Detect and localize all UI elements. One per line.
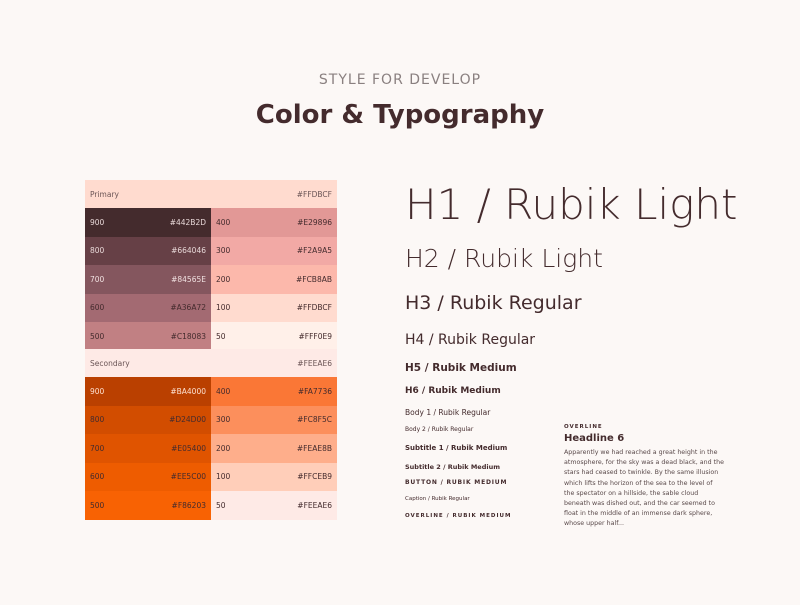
h1-sample: H1 / Rubik Light — [405, 180, 738, 229]
swatch-hex: #E29896 — [297, 217, 332, 227]
swatch-shade: 100 — [216, 472, 231, 482]
swatch-shade: 100 — [216, 303, 231, 313]
color-swatch: 300 #FC8F5C — [211, 405, 337, 434]
body2-sample: Body 2 / Rubik Regular — [405, 426, 474, 433]
swatch-row: 800 #664046 300 #F2A9A5 — [85, 236, 337, 265]
swatch-hex: #C18083 — [170, 331, 206, 341]
swatch-row: 600 #EE5C00 100 #FFCEB9 — [85, 462, 337, 491]
palette-secondary: Secondary #FEEAE6 900 #BA4000 400 #FA7736 800 #… — [85, 349, 337, 520]
body1-sample: Body 1 / Rubik Regular — [405, 408, 491, 417]
swatch-row: 900 #442B2D 400 #E29896 — [85, 208, 337, 237]
swatch-shade: 200 — [216, 274, 231, 284]
swatch-hex: #F2A9A5 — [296, 246, 332, 256]
swatch-hex: #84565E — [171, 274, 206, 284]
swatch-row: 500 #C18083 50 #FFF0E9 — [85, 322, 337, 351]
swatch-hex: #A36A72 — [170, 303, 206, 313]
h2-sample: H2 / Rubik Light — [405, 244, 603, 273]
swatch-row: 500 #F86203 50 #FEEAE6 — [85, 491, 337, 520]
palette-header: Primary #FFDBCF — [85, 180, 337, 208]
swatch-shade: 800 — [90, 246, 105, 256]
page-title: Color & Typography — [255, 100, 545, 130]
color-swatch: 400 #E29896 — [211, 208, 337, 237]
color-swatch: 200 #FCB8AB — [211, 265, 337, 294]
swatch-row: 900 #BA4000 400 #FA7736 — [85, 377, 337, 406]
swatch-shade: 300 — [216, 415, 231, 425]
page-subtitle: STYLE FOR DEVELOP — [318, 72, 482, 88]
swatch-shade: 900 — [90, 217, 105, 227]
caption-sample: Caption / Rubik Regular — [405, 496, 470, 502]
swatch-hex: #EE5C00 — [170, 472, 206, 482]
color-swatch: 600 #A36A72 — [85, 293, 211, 322]
swatch-shade: 400 — [216, 217, 231, 227]
swatch-hex: #FFCEB9 — [297, 472, 332, 482]
color-swatch: 50 #FEEAE6 — [211, 491, 337, 520]
swatch-shade: 900 — [90, 386, 105, 396]
sample-body: Apparently we had reached a great height… — [564, 449, 724, 528]
swatch-shade: 50 — [216, 331, 226, 341]
swatch-hex: #FC8F5C — [297, 415, 332, 425]
sample-headline: Headline 6 — [564, 433, 625, 444]
swatch-shade: 400 — [216, 386, 231, 396]
swatch-shade: 300 — [216, 246, 231, 256]
color-swatch: 700 #84565E — [85, 265, 211, 294]
swatch-hex: #FCB8AB — [295, 274, 332, 284]
color-swatch: 100 #FFCEB9 — [211, 462, 337, 491]
h6-sample: H6 / Rubik Medium — [405, 386, 501, 396]
color-swatch: 400 #FA7736 — [211, 377, 337, 406]
palette-name: Secondary — [90, 358, 130, 368]
swatch-row: 800 #D24D00 300 #FC8F5C — [85, 405, 337, 434]
sample-overline: OVERLINE — [564, 424, 603, 430]
color-swatch: 500 #F86203 — [85, 491, 211, 520]
palette-hex: #FEEAE6 — [297, 358, 332, 368]
swatch-shade: 50 — [216, 500, 226, 510]
button-sample: BUTTON / RUBIK MEDIUM — [405, 479, 508, 486]
color-swatch: 100 #FFDBCF — [211, 293, 337, 322]
color-swatch: 600 #EE5C00 — [85, 462, 211, 491]
subtitle2-sample: Subtitle 2 / Rubik Medium — [405, 463, 500, 471]
overline-sample: OVERLINE / RUBIK MEDIUM — [405, 513, 512, 519]
swatch-shade: 700 — [90, 443, 105, 453]
swatch-hex: #664046 — [171, 246, 206, 256]
palette-name: Primary — [90, 189, 119, 199]
h4-sample: H4 / Rubik Regular — [405, 332, 536, 348]
swatch-hex: #FA7736 — [297, 386, 332, 396]
color-swatch: 800 #D24D00 — [85, 405, 211, 434]
swatch-shade: 600 — [90, 472, 105, 482]
palette-hex: #FFDBCF — [296, 189, 332, 199]
swatch-row: 600 #A36A72 100 #FFDBCF — [85, 293, 337, 322]
palette-header: Secondary #FEEAE6 — [85, 349, 337, 377]
color-swatch: 800 #664046 — [85, 236, 211, 265]
swatch-shade: 500 — [90, 500, 105, 510]
swatch-shade: 500 — [90, 331, 105, 341]
swatch-hex: #F86203 — [171, 500, 206, 510]
swatch-hex: #E05400 — [171, 443, 206, 453]
sample-text-block: OVERLINE Headline 6 Apparently we had re… — [564, 424, 724, 530]
swatch-hex: #FFF0E9 — [298, 331, 332, 341]
swatch-hex: #FFDBCF — [296, 303, 332, 313]
h3-sample: H3 / Rubik Regular — [405, 292, 582, 314]
swatch-shade: 200 — [216, 443, 231, 453]
swatch-row: 700 #E05400 200 #FEAE8B — [85, 434, 337, 463]
swatch-row: 700 #84565E 200 #FCB8AB — [85, 265, 337, 294]
color-swatch: 900 #BA4000 — [85, 377, 211, 406]
swatch-hex: #442B2D — [169, 217, 206, 227]
color-swatch: 500 #C18083 — [85, 322, 211, 351]
swatch-hex: #FEAE8B — [296, 443, 332, 453]
subtitle1-sample: Subtitle 1 / Rubik Medium — [405, 444, 508, 452]
swatch-shade: 600 — [90, 303, 105, 313]
swatch-hex: #D24D00 — [169, 415, 206, 425]
swatch-hex: #BA4000 — [170, 386, 206, 396]
h5-sample: H5 / Rubik Medium — [405, 362, 517, 374]
color-swatch: 700 #E05400 — [85, 434, 211, 463]
swatch-hex: #FEEAE6 — [297, 500, 332, 510]
color-swatch: 200 #FEAE8B — [211, 434, 337, 463]
color-swatch: 300 #F2A9A5 — [211, 236, 337, 265]
swatch-shade: 800 — [90, 415, 105, 425]
color-swatch: 900 #442B2D — [85, 208, 211, 237]
palette-primary: Primary #FFDBCF 900 #442B2D 400 #E29896 800 #66… — [85, 180, 337, 351]
color-swatch: 50 #FFF0E9 — [211, 322, 337, 351]
swatch-shade: 700 — [90, 274, 105, 284]
